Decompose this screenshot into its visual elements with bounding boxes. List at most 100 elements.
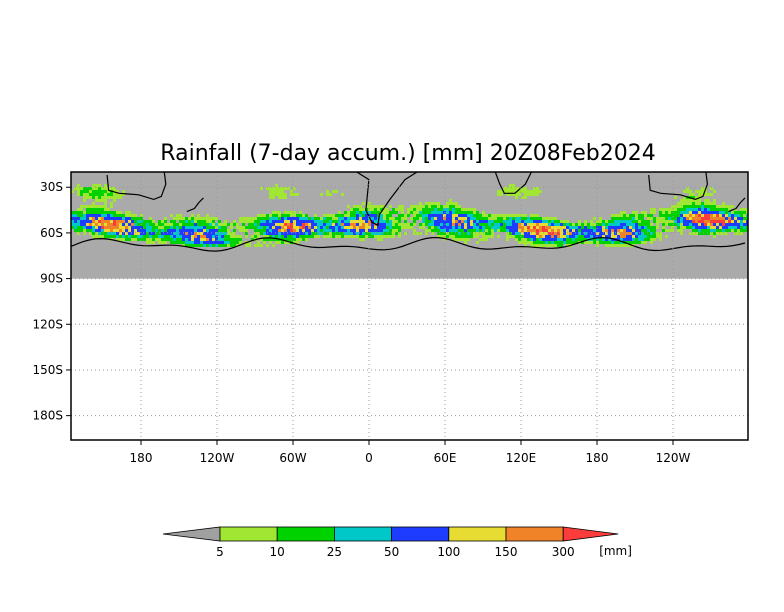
rain-cell [530, 229, 533, 232]
rain-cell [743, 220, 746, 223]
rain-cell [545, 217, 548, 220]
rain-cell [470, 226, 473, 229]
rain-cell [389, 229, 392, 232]
rain-cell [488, 229, 491, 232]
rain-cell [461, 214, 464, 217]
rain-cell [338, 235, 341, 238]
rain-cell [158, 235, 161, 238]
rain-cell [182, 235, 185, 238]
rain-cell [173, 226, 176, 229]
rain-cell [92, 190, 95, 193]
rain-cell [596, 244, 599, 247]
rain-cell [476, 241, 479, 244]
rain-cell [326, 226, 329, 229]
rain-cell [287, 217, 290, 220]
rain-cell [71, 217, 74, 220]
rain-cell [233, 244, 236, 247]
rain-cell [161, 241, 164, 244]
rain-cell [308, 223, 311, 226]
rain-cell [578, 220, 581, 223]
rain-cell [248, 220, 251, 223]
rain-cell [632, 211, 635, 214]
rain-cell [377, 232, 380, 235]
rain-cell [248, 217, 251, 220]
rain-cell [239, 229, 242, 232]
rain-cell [260, 187, 263, 190]
rain-cell [275, 187, 278, 190]
rain-cell [674, 196, 677, 199]
rain-cell [296, 193, 299, 196]
rain-cell [533, 220, 536, 223]
rain-cell [116, 238, 119, 241]
rain-cell [419, 205, 422, 208]
rain-cell [167, 223, 170, 226]
rain-cell [323, 223, 326, 226]
rain-cell [275, 232, 278, 235]
rain-cell [251, 217, 254, 220]
rain-cell [179, 214, 182, 217]
rain-cell [707, 229, 710, 232]
rain-cell [743, 229, 746, 232]
rain-cell [722, 202, 725, 205]
rain-cell [86, 223, 89, 226]
rain-cell [704, 214, 707, 217]
rain-cell [437, 223, 440, 226]
rain-cell [434, 205, 437, 208]
rain-cell [542, 220, 545, 223]
y-tick-label: 150S [32, 363, 63, 377]
rain-cell [383, 223, 386, 226]
rain-cell [263, 229, 266, 232]
rain-cell [431, 217, 434, 220]
rain-cell [524, 238, 527, 241]
rain-cell [98, 235, 101, 238]
rain-cell [119, 229, 122, 232]
rain-cell [311, 232, 314, 235]
rain-cell [89, 190, 92, 193]
rain-cell [344, 235, 347, 238]
rain-cell [521, 187, 524, 190]
rain-cell [536, 235, 539, 238]
rain-cell [131, 220, 134, 223]
rain-cell [314, 223, 317, 226]
rain-cell [113, 232, 116, 235]
rain-cell [275, 211, 278, 214]
rain-cell [386, 217, 389, 220]
rain-cell [83, 223, 86, 226]
rain-cell [122, 232, 125, 235]
rain-cell [455, 211, 458, 214]
rain-cell [386, 229, 389, 232]
rain-cell [272, 187, 275, 190]
rain-cell [704, 202, 707, 205]
rain-cell [689, 223, 692, 226]
rain-cell [149, 238, 152, 241]
rain-cell [266, 214, 269, 217]
rain-cell [656, 220, 659, 223]
rain-cell [485, 238, 488, 241]
rain-cell [119, 211, 122, 214]
rain-cell [653, 235, 656, 238]
rain-cell [629, 220, 632, 223]
rain-cell [656, 223, 659, 226]
rain-cell [530, 214, 533, 217]
rain-cell [551, 244, 554, 247]
rain-cell [554, 232, 557, 235]
rain-cell [677, 202, 680, 205]
y-tick-label: 60S [40, 226, 63, 240]
rain-cell [605, 235, 608, 238]
rain-cell [662, 214, 665, 217]
rain-cell [383, 211, 386, 214]
rain-cell [278, 226, 281, 229]
rain-cell [95, 187, 98, 190]
rain-cell [101, 229, 104, 232]
rain-cell [539, 220, 542, 223]
rain-cell [686, 199, 689, 202]
rain-cell [689, 208, 692, 211]
rain-cell [455, 217, 458, 220]
rain-cell [389, 235, 392, 238]
rain-cell [182, 220, 185, 223]
rain-cell [293, 220, 296, 223]
rain-cell [203, 217, 206, 220]
rain-cell [377, 229, 380, 232]
rain-cell [536, 241, 539, 244]
